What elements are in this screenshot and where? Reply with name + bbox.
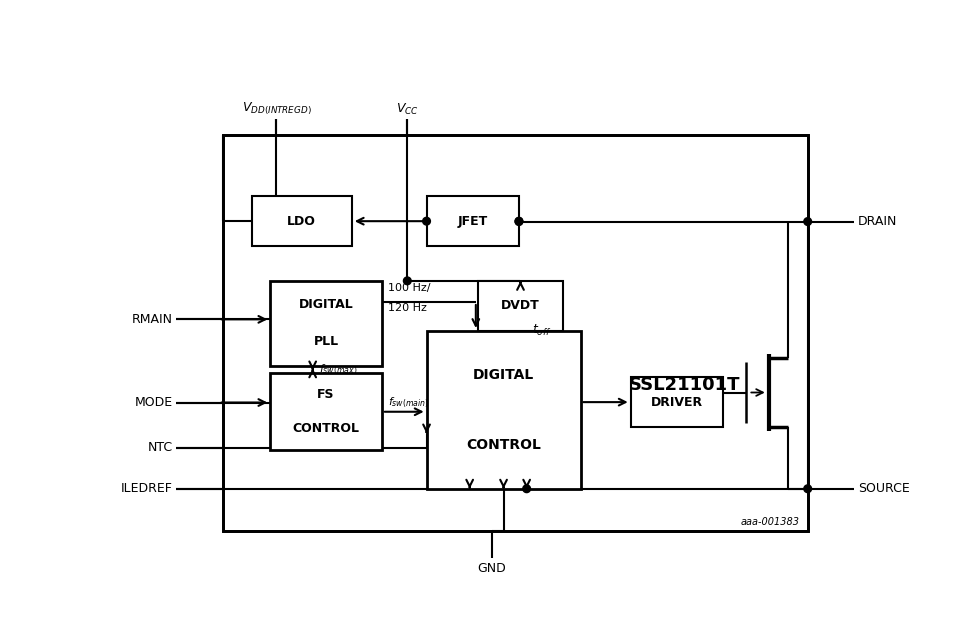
Bar (223, 134, 807, 531)
Text: $f_{sw(max)}$: $f_{sw(max)}$ (319, 362, 357, 376)
Circle shape (804, 485, 811, 493)
Text: PLL: PLL (314, 335, 339, 348)
Circle shape (523, 485, 531, 493)
Bar (426, 331, 581, 489)
Text: DRIVER: DRIVER (651, 396, 703, 408)
Text: FS: FS (318, 388, 335, 401)
Text: 120 Hz: 120 Hz (388, 303, 427, 313)
Text: 100 Hz/: 100 Hz/ (388, 283, 430, 293)
Bar (271, 373, 382, 451)
Text: DVDT: DVDT (501, 300, 540, 312)
Text: $f_{sw(main)}$: $f_{sw(main)}$ (388, 396, 429, 410)
Text: GND: GND (478, 561, 506, 575)
Bar (426, 196, 519, 246)
Text: CONTROL: CONTROL (293, 422, 360, 435)
Text: MODE: MODE (134, 396, 173, 409)
Text: $V_{CC}$: $V_{CC}$ (396, 102, 419, 116)
Bar (223, 134, 807, 531)
Text: JFET: JFET (458, 214, 488, 228)
Text: DRAIN: DRAIN (857, 215, 898, 228)
Circle shape (516, 218, 523, 225)
Text: NTC: NTC (147, 442, 173, 454)
Circle shape (403, 277, 411, 285)
Circle shape (804, 218, 811, 225)
Text: SSL21101T: SSL21101T (629, 376, 740, 394)
Circle shape (422, 218, 430, 225)
Text: CONTROL: CONTROL (467, 438, 541, 452)
Bar (631, 377, 723, 427)
Text: $t_{off}$: $t_{off}$ (532, 323, 552, 339)
Text: LDO: LDO (287, 214, 316, 228)
Bar (478, 281, 563, 331)
Text: aaa-001383: aaa-001383 (741, 517, 800, 527)
Text: DIGITAL: DIGITAL (299, 298, 353, 311)
Circle shape (516, 218, 523, 225)
Text: SOURCE: SOURCE (857, 483, 909, 495)
Text: $V_{DD(INTREGD)}$: $V_{DD(INTREGD)}$ (242, 101, 311, 117)
Bar (271, 281, 382, 365)
Text: DIGITAL: DIGITAL (473, 368, 534, 382)
Text: ILEDREF: ILEDREF (121, 483, 173, 495)
Bar (252, 196, 352, 246)
Text: RMAIN: RMAIN (132, 313, 173, 326)
